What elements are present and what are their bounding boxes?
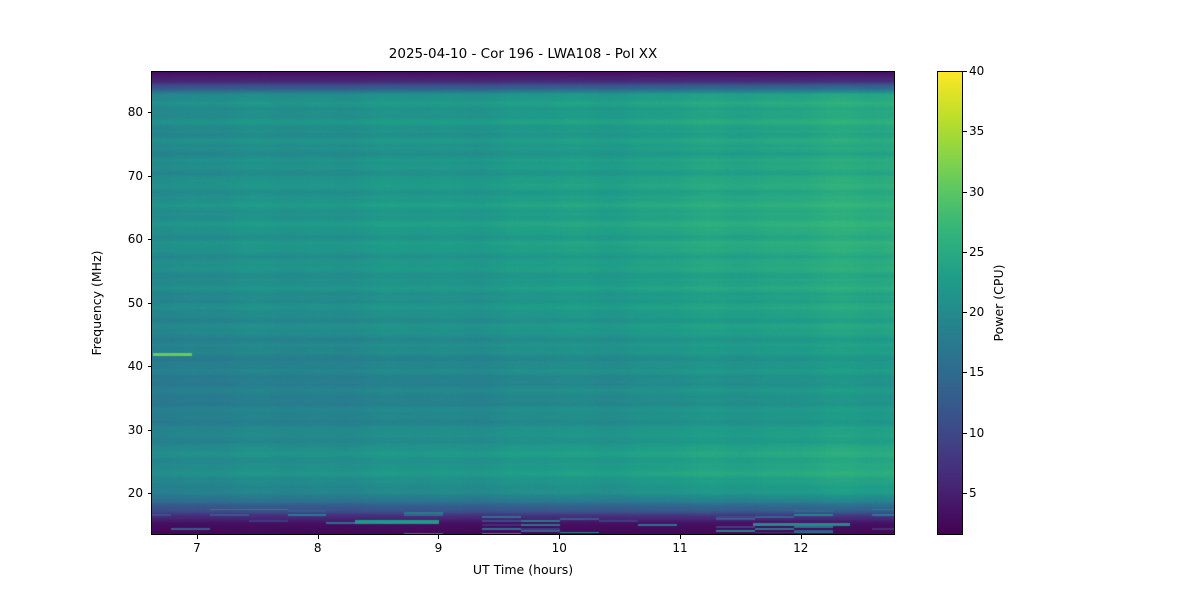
x-tick-mark (559, 535, 561, 539)
colorbar-tick-mark (963, 251, 967, 253)
y-tick-label: 50 (127, 295, 143, 310)
y-tick-label: 30 (127, 422, 143, 437)
colorbar-label: Power (CPU) (991, 264, 1006, 342)
x-tick-mark (317, 535, 319, 539)
colorbar-tick-mark (963, 191, 967, 193)
colorbar-tick-label: 5 (969, 485, 977, 500)
y-tick-label: 40 (127, 359, 143, 374)
x-tick-label: 7 (193, 541, 201, 555)
colorbar-tick-mark (963, 131, 967, 133)
colorbar-tick-label: 30 (969, 184, 985, 199)
x-tick-label: 11 (672, 541, 688, 555)
y-tick-label: 60 (127, 232, 143, 247)
colorbar-tick-mark (963, 312, 967, 314)
page-title: 2025-04-10 - Cor 196 - LWA108 - Pol XX (388, 46, 658, 62)
y-axis-label: Frequency (MHz) (89, 250, 104, 356)
colorbar-tick-label: 40 (969, 64, 985, 78)
colorbar-tick-label: 10 (969, 425, 985, 440)
y-tick-label: 20 (127, 486, 143, 501)
y-tick-mark (147, 302, 151, 304)
colorbar-tick-label: 15 (969, 365, 985, 380)
colorbar-tick-label: 35 (969, 124, 985, 139)
colorbar-tick-mark (963, 372, 967, 374)
y-tick-mark (147, 493, 151, 495)
y-tick-mark (147, 112, 151, 114)
x-tick-mark (196, 535, 198, 539)
colorbar-tick-mark (963, 492, 967, 494)
colorbar-tick-label: 20 (969, 305, 985, 320)
x-tick-label: 9 (434, 541, 443, 555)
spectrogram-axes[interactable] (151, 71, 895, 535)
y-tick-label: 80 (127, 105, 143, 120)
x-tick-mark (680, 535, 681, 539)
x-axis-label: UT Time (hours) (472, 562, 574, 577)
colorbar-tick-label: 25 (969, 244, 985, 259)
x-tick-mark (438, 535, 440, 539)
y-tick-mark (147, 366, 151, 368)
colorbar[interactable] (937, 71, 963, 535)
y-tick-label: 70 (127, 168, 143, 183)
colorbar-gradient (938, 72, 962, 534)
y-tick-mark (147, 429, 151, 431)
x-tick-label: 12 (793, 541, 809, 555)
x-tick-label: 10 (551, 541, 567, 555)
x-tick-label: 8 (313, 541, 322, 555)
colorbar-tick-mark (963, 432, 967, 434)
spectrogram-image (152, 72, 894, 534)
x-tick-mark (800, 535, 802, 539)
colorbar-tick-mark (963, 71, 967, 72)
y-tick-mark (147, 239, 151, 241)
y-tick-mark (147, 175, 151, 177)
